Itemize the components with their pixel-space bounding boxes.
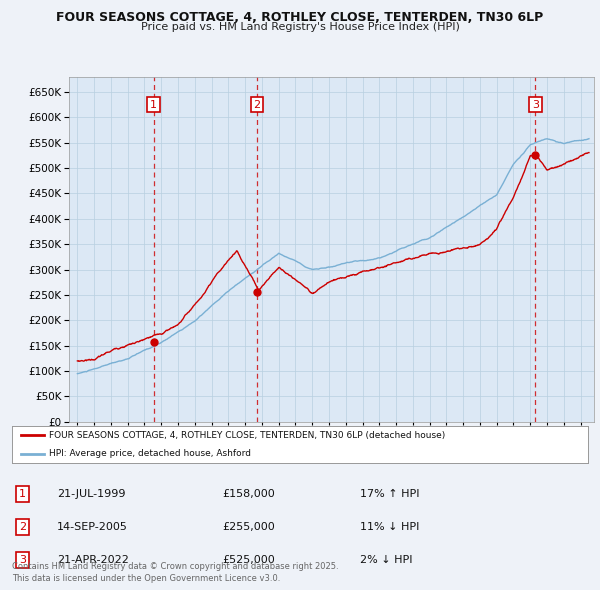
Text: 2: 2 <box>19 522 26 532</box>
Text: Contains HM Land Registry data © Crown copyright and database right 2025.
This d: Contains HM Land Registry data © Crown c… <box>12 562 338 583</box>
Text: 2% ↓ HPI: 2% ↓ HPI <box>360 555 413 565</box>
Text: £255,000: £255,000 <box>222 522 275 532</box>
Text: 1: 1 <box>19 489 26 499</box>
Text: £158,000: £158,000 <box>222 489 275 499</box>
Text: Price paid vs. HM Land Registry's House Price Index (HPI): Price paid vs. HM Land Registry's House … <box>140 22 460 32</box>
Text: 1: 1 <box>150 100 157 110</box>
Text: 2: 2 <box>253 100 260 110</box>
Text: 17% ↑ HPI: 17% ↑ HPI <box>360 489 419 499</box>
Text: FOUR SEASONS COTTAGE, 4, ROTHLEY CLOSE, TENTERDEN, TN30 6LP: FOUR SEASONS COTTAGE, 4, ROTHLEY CLOSE, … <box>56 11 544 24</box>
Text: HPI: Average price, detached house, Ashford: HPI: Average price, detached house, Ashf… <box>49 450 251 458</box>
Text: 3: 3 <box>19 555 26 565</box>
Text: FOUR SEASONS COTTAGE, 4, ROTHLEY CLOSE, TENTERDEN, TN30 6LP (detached house): FOUR SEASONS COTTAGE, 4, ROTHLEY CLOSE, … <box>49 431 446 440</box>
Text: 14-SEP-2005: 14-SEP-2005 <box>57 522 128 532</box>
Text: 11% ↓ HPI: 11% ↓ HPI <box>360 522 419 532</box>
Text: 21-JUL-1999: 21-JUL-1999 <box>57 489 125 499</box>
Text: £525,000: £525,000 <box>222 555 275 565</box>
Text: 21-APR-2022: 21-APR-2022 <box>57 555 129 565</box>
Text: 3: 3 <box>532 100 539 110</box>
